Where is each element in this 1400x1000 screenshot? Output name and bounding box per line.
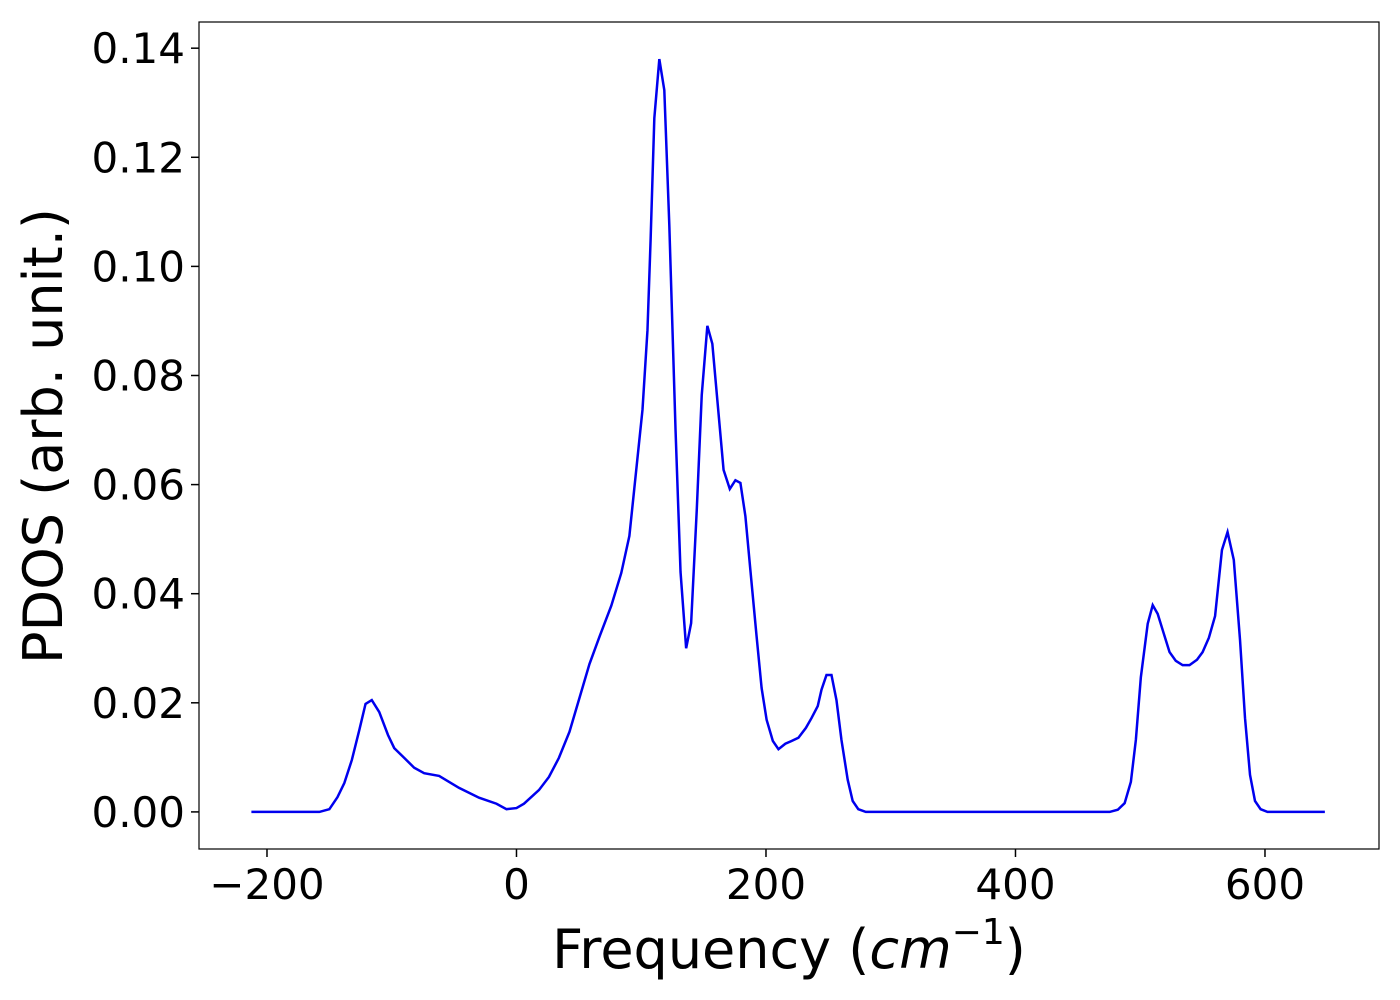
y-tick-label: 0.04 — [91, 570, 185, 619]
y-tick-label: 0.08 — [91, 351, 185, 400]
x-tick-label: 0 — [503, 860, 530, 909]
y-axis-label: PDOS (arb. unit.) — [12, 208, 75, 664]
y-tick-label: 0.12 — [91, 133, 185, 182]
x-tick-label: 200 — [726, 860, 806, 909]
y-tick-label: 0.14 — [91, 24, 185, 73]
y-tick-label: 0.00 — [91, 788, 185, 837]
x-tick-label: 400 — [975, 860, 1055, 909]
x-tick-label: 600 — [1225, 860, 1305, 909]
x-tick-label: −200 — [209, 860, 324, 909]
line — [251, 58, 1325, 814]
x-axis-label: Frequency (cm−1) — [552, 912, 1026, 981]
plot-frame — [198, 21, 1380, 850]
y-tick-label: 0.06 — [91, 461, 185, 510]
y-tick-label: 0.02 — [91, 679, 185, 728]
y-tick-label: 0.10 — [91, 242, 185, 291]
